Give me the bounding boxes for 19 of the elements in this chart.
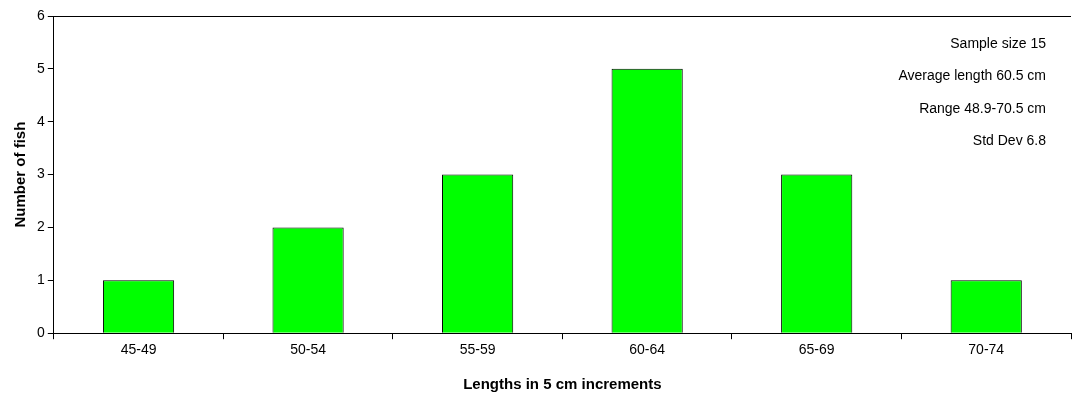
y-tick-label: 4: [36, 112, 45, 129]
x-axis-title: Lengths in 5 cm increments: [463, 375, 662, 393]
x-tick-label: 60-64: [629, 341, 666, 358]
x-tick-label: 55-59: [459, 341, 496, 358]
x-tick-label: 70-74: [968, 341, 1005, 358]
y-tick-label: 5: [36, 59, 45, 76]
annotation: Sample size 15: [950, 34, 1047, 51]
x-tick-label: 45-49: [120, 341, 157, 358]
annotation: Average length 60.5 cm: [898, 67, 1046, 84]
y-tick-label: 6: [36, 6, 45, 23]
y-tick-label: 3: [36, 165, 45, 182]
y-axis-title: Number of fish: [11, 121, 29, 228]
y-tick-label: 0: [36, 324, 45, 341]
y-tick-label: 1: [36, 271, 45, 288]
x-tick-label: 65-69: [798, 341, 835, 358]
annotation: Std Dev 6.8: [972, 132, 1047, 149]
x-tick-label: 50-54: [290, 341, 327, 358]
y-tick-label: 2: [36, 218, 45, 235]
annotation: Range 48.9-70.5 cm: [919, 99, 1046, 116]
